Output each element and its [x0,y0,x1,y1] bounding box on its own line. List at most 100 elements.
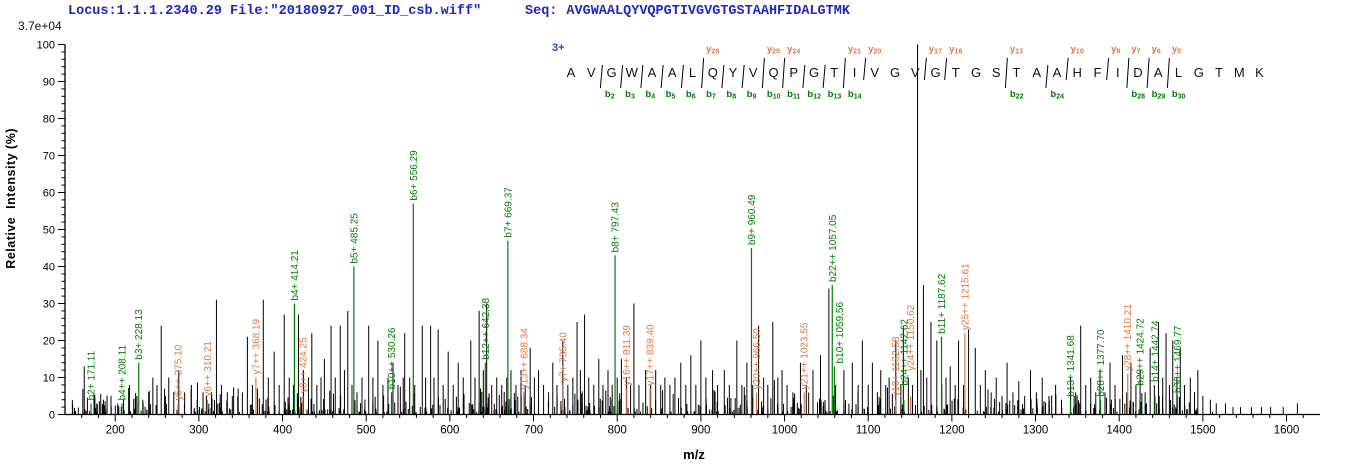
y-ion-mark-label: y17 [929,44,942,56]
residue-letter: T [1013,65,1021,80]
x-tick-label: 1600 [1274,425,1300,437]
fragment-peak-label: y13++ 688.34 [519,328,530,390]
fragment-peak-label: b4+ 414.21 [290,250,301,301]
residue-letter: L [1175,65,1182,80]
fragmentation-mark [822,64,826,89]
residue-letter: I [853,65,857,80]
residue-letter: T [952,65,960,80]
x-tick-label: 600 [440,425,459,437]
residue-letter: A [648,65,657,80]
fragmentation-mark [782,57,786,89]
fragment-peak-label: b12++ 642.38 [481,298,492,360]
x-tick-label: 300 [189,425,208,437]
residue-letter: A [1154,65,1163,80]
residue-letter: Q [708,65,718,80]
b-ion-mark-label: b5 [666,89,676,101]
fragmentation-mark [1106,57,1110,81]
fragment-peak-label: b2+ 171.11 [87,350,98,400]
fragment-peak-label: y17++ 839.40 [646,324,657,386]
y-tick-label: 80 [43,114,55,126]
locus-file-label: Locus:1.1.1.2340.29 File:"20180927_001_I… [68,4,482,19]
residue-letter: I [1116,65,1120,80]
x-tick-label: 200 [106,425,125,437]
x-tick-label: 1100 [856,425,881,437]
x-tick-label: 1500 [1190,425,1216,437]
y-ion-mark-label: y25 [767,44,780,56]
fragment-peak-label: b11+ 1187.62 [937,273,948,333]
fragment-peak-label: y10+ 1132.58 [891,336,902,397]
fragment-peaks: b2+ 171.11 b4++ 208.11 b3+ 228.13 y5++ 275.… [87,150,1184,415]
fragment-peak-label: b10++ 530.26 [387,327,398,389]
fragment-peak-label: b13+ 1341.68 [1066,335,1077,397]
b-ion-mark-label: b3 [625,89,635,101]
fragment-peak-label: y8++ 424.25 [298,337,309,393]
y-ion-mark-label: y21 [848,44,861,56]
b-ion-mark-label: b24 [1050,89,1064,101]
fragmentation-mark [721,64,725,89]
residue-letter: K [1255,65,1264,80]
fragmentation-mark [923,57,927,81]
residue-letter: A [668,65,677,80]
y-tick-label: 0 [49,410,55,422]
fragment-peak-label: y24++ 1150.62 [906,304,917,370]
residue-letter: A [1032,65,1041,80]
fragment-peak-label: y6++ 310.21 [203,341,214,397]
residue-letter: P [789,65,798,80]
fragmentation-mark [1004,57,1008,89]
y-ion-mark-label: y13 [1010,44,1023,56]
fragment-peak-label: b3+ 228.13 [134,309,145,360]
b-ion-mark-label: b9 [747,89,757,101]
x-tick-label: 1400 [1106,425,1132,437]
y-ion-mark-label: y7 [1131,44,1140,56]
residue-letter: V [870,65,879,80]
fragment-peak-label: y20++ 966.50 [752,328,763,390]
fragmentation-mark [599,64,603,89]
residue-letter: A [1053,65,1062,80]
fragmentation-mark [1146,57,1150,89]
b-ion-mark-label: b22 [1010,89,1024,101]
fragment-peak-label: y5++ 275.10 [174,344,185,400]
sequence-header: Seq: AVGWAALQYVQPGTIVGVGTGSTAAHFIDALGTMK [525,4,850,19]
fragmentation-mark [660,64,664,89]
fragment-peak-label: y21++ 1023.55 [800,322,811,389]
fragment-peak-label: b29++ 1424.72 [1135,318,1146,386]
y-tick-label: 70 [43,151,55,163]
residue-letter: D [1133,65,1142,80]
fragmentation-mark [1045,64,1049,89]
y-ion-mark-label: y10 [1071,44,1084,56]
x-tick-label: 1000 [772,425,798,437]
x-tick-label: 800 [608,425,627,437]
residue-letter: V [911,65,920,80]
fragment-peak-label: b7+ 669.37 [503,187,514,238]
residue-letter: T [1215,65,1223,80]
b-ion-mark-label: b29 [1152,89,1166,101]
x-tick-label: 900 [691,425,710,437]
residue-letter: W [626,65,639,80]
b-ion-mark-label: b2 [605,89,615,101]
y-tick-label: 90 [43,77,55,89]
fragment-peak-label: b9+ 960.49 [747,194,758,245]
residue-letter: T [830,65,838,80]
residue-letter: G [809,65,819,80]
fragmentation-mark [680,64,684,89]
residue-letter: Y [729,65,738,80]
fragment-peak-label: b30++ 1469.77 [1173,325,1184,393]
fragmentation-mark [1126,57,1130,89]
fragment-peak-label: b6+ 556.29 [409,150,420,201]
fragment-peak-label: b4++ 208.11 [117,345,128,401]
b-ion-mark-label: b14 [848,89,862,101]
residue-letter: F [1094,65,1102,80]
residue-letter: M [1234,65,1245,80]
fragmentation-mark [802,64,806,89]
b-ion-mark-label: b4 [645,89,655,101]
y-ion-mark-label: y5 [1172,44,1181,56]
y-tick-label: 100 [37,40,55,52]
y-tick-label: 30 [43,299,55,311]
y-ion-mark-label: y24 [787,44,800,56]
fragment-peak-label: b24++ 1142.62 [899,319,910,386]
y-tick-label: 10 [43,373,55,385]
fragment-peak-label: b10+ 1059.56 [835,302,846,364]
y-tick-label: 40 [43,262,55,274]
